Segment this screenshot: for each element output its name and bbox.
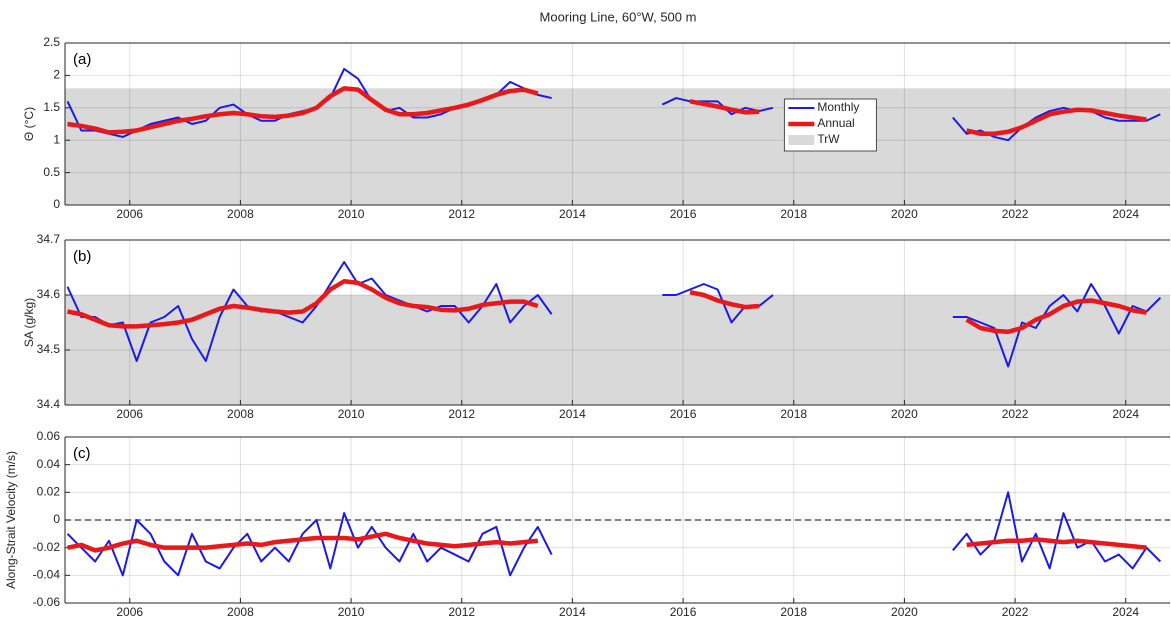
x-tick-label: 2008 — [227, 407, 254, 421]
x-tick-label: 2016 — [670, 605, 697, 619]
y-tick-label: -0.04 — [33, 568, 61, 582]
y-axis-label: Θ (°C) — [22, 107, 36, 141]
panel-label: (b) — [73, 248, 91, 265]
y-tick-label: 1.5 — [43, 100, 60, 114]
y-axis-label: SA (g/kg) — [22, 298, 36, 347]
legend-swatch — [788, 135, 815, 145]
y-tick-label: 0 — [53, 512, 60, 526]
band — [65, 88, 1170, 205]
y-axis-label: Along-Strait Velocity (m/s) — [4, 451, 18, 589]
chart-title: Mooring Line, 60°W, 500 m — [540, 9, 697, 24]
x-tick-label: 2024 — [1112, 605, 1139, 619]
x-tick-label: 2014 — [559, 407, 586, 421]
x-tick-label: 2008 — [227, 207, 254, 221]
band — [65, 295, 1170, 405]
series-line — [67, 531, 1147, 553]
y-tick-label: 0.04 — [37, 457, 61, 471]
x-tick-label: 2006 — [116, 207, 143, 221]
y-tick-label: -0.06 — [33, 595, 61, 609]
y-tick-label: 34.7 — [37, 232, 61, 246]
x-tick-label: 2022 — [1002, 605, 1029, 619]
y-tick-label: 0.06 — [37, 429, 61, 443]
y-tick-label: 0 — [53, 197, 60, 211]
x-tick-label: 2010 — [338, 407, 365, 421]
x-tick-label: 2018 — [780, 207, 807, 221]
y-tick-label: 34.6 — [37, 287, 61, 301]
y-tick-label: -0.02 — [33, 540, 61, 554]
panel-label: (a) — [73, 51, 91, 68]
x-tick-label: 2018 — [780, 407, 807, 421]
x-tick-label: 2014 — [559, 207, 586, 221]
x-tick-label: 2024 — [1112, 207, 1139, 221]
y-tick-label: 0.02 — [37, 485, 61, 499]
x-tick-label: 2008 — [227, 605, 254, 619]
legend-label: Monthly — [817, 100, 859, 114]
series-line — [67, 86, 1147, 136]
x-tick-label: 2010 — [338, 207, 365, 221]
y-tick-label: 2 — [53, 68, 60, 82]
x-tick-label: 2020 — [891, 605, 918, 619]
y-tick-label: 34.4 — [37, 397, 61, 411]
x-tick-label: 2016 — [670, 407, 697, 421]
series-line — [67, 279, 1147, 335]
legend-label: Annual — [817, 116, 854, 130]
x-tick-label: 2010 — [338, 605, 365, 619]
x-tick-label: 2012 — [448, 605, 475, 619]
y-tick-label: 2.5 — [43, 35, 60, 49]
legend-label: TrW — [817, 132, 840, 146]
x-tick-label: 2020 — [891, 207, 918, 221]
x-tick-label: 2006 — [116, 407, 143, 421]
x-tick-label: 2016 — [670, 207, 697, 221]
panel-label: (c) — [73, 445, 91, 462]
x-tick-label: 2014 — [559, 605, 586, 619]
y-tick-label: 0.5 — [43, 165, 60, 179]
y-tick-label: 1 — [53, 132, 60, 146]
x-tick-label: 2024 — [1112, 407, 1139, 421]
x-tick-label: 2020 — [891, 407, 918, 421]
y-tick-label: 34.5 — [37, 342, 61, 356]
x-tick-label: 2012 — [448, 207, 475, 221]
x-tick-label: 2022 — [1002, 207, 1029, 221]
x-tick-label: 2006 — [116, 605, 143, 619]
x-tick-label: 2018 — [780, 605, 807, 619]
x-tick-label: 2022 — [1002, 407, 1029, 421]
x-tick-label: 2012 — [448, 407, 475, 421]
series-line — [66, 491, 1162, 577]
